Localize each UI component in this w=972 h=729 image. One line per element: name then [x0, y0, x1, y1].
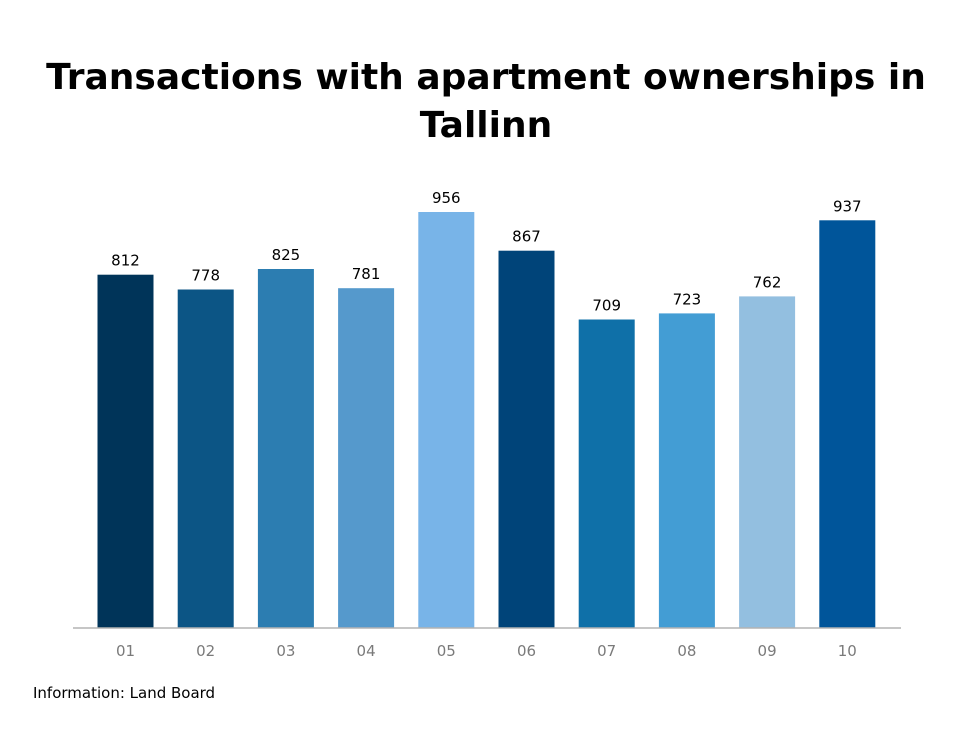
value-labels-group: 812 778 825 781 956 867 709 723 762 937 — [111, 189, 861, 315]
value-label-02: 778 — [191, 267, 220, 285]
x-tick-label-01: 01 — [116, 642, 135, 660]
x-tick-label-03: 03 — [276, 642, 295, 660]
value-label-08: 723 — [673, 290, 702, 308]
bar-06 — [498, 250, 555, 628]
value-label-04: 781 — [352, 265, 381, 283]
bar-07 — [578, 319, 635, 628]
value-label-05: 956 — [432, 189, 461, 207]
x-tick-label-10: 10 — [838, 642, 857, 660]
bar-05 — [418, 212, 475, 628]
x-tick-label-09: 09 — [758, 642, 777, 660]
value-label-06: 867 — [512, 228, 541, 246]
x-tick-label-05: 05 — [437, 642, 456, 660]
x-tick-label-04: 04 — [357, 642, 376, 660]
bar-04 — [338, 288, 395, 628]
bar-02 — [177, 289, 234, 628]
x-tick-label-07: 07 — [597, 642, 616, 660]
value-label-03: 825 — [272, 246, 301, 264]
bar-03 — [257, 269, 314, 628]
x-tick-label-08: 08 — [677, 642, 696, 660]
x-tick-labels-group: 01 02 03 04 05 06 07 08 09 10 — [116, 642, 857, 660]
bars-group — [97, 212, 876, 629]
value-label-01: 812 — [111, 252, 140, 270]
x-tick-label-06: 06 — [517, 642, 536, 660]
chart-title: Transactions with apartment ownerships i… — [46, 57, 926, 146]
x-tick-label-02: 02 — [196, 642, 215, 660]
value-label-07: 709 — [592, 297, 621, 315]
bar-10 — [819, 220, 876, 629]
source-note: Information: Land Board — [33, 684, 216, 702]
value-label-10: 937 — [833, 197, 862, 215]
bar-01 — [97, 274, 154, 628]
value-label-09: 762 — [753, 273, 782, 291]
bar-09 — [739, 296, 796, 628]
bar-08 — [658, 313, 715, 628]
